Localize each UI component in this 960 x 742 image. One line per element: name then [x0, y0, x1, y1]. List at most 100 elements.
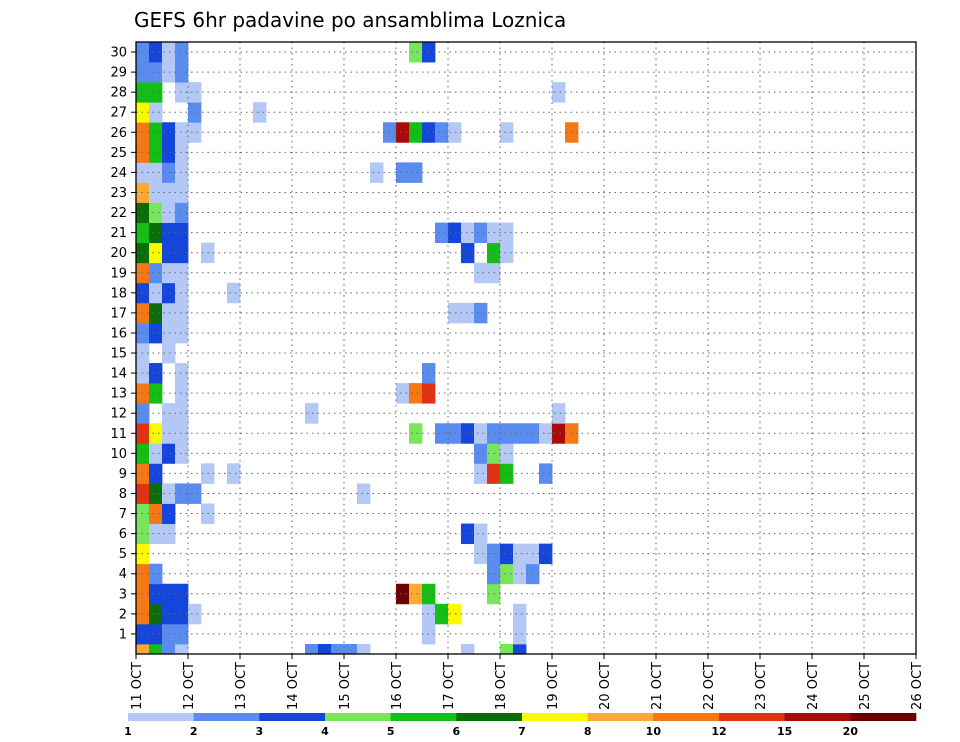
x-tick-label: 23 OCT	[754, 662, 769, 710]
heatmap-cell	[227, 282, 241, 304]
heatmap-cell	[149, 463, 163, 484]
heatmap-cell	[175, 443, 189, 464]
y-tick-label: 19	[110, 266, 127, 281]
heatmap-cell	[357, 643, 371, 655]
heatmap-cell	[175, 423, 189, 444]
heatmap-cell	[500, 643, 514, 655]
y-tick-label: 16	[110, 326, 127, 341]
heatmap-cell	[162, 342, 176, 364]
heatmap-cell	[175, 262, 189, 284]
heatmap-cell	[175, 302, 189, 324]
heatmap-cell	[175, 603, 189, 625]
heatmap-cell	[149, 82, 163, 103]
heatmap-cell	[175, 242, 189, 264]
heatmap-cell	[162, 42, 176, 63]
heatmap-cell	[461, 523, 475, 545]
y-tick-label: 13	[110, 387, 127, 402]
heatmap-cell	[253, 102, 267, 123]
heatmap-cell	[149, 122, 163, 143]
heatmap-cell	[162, 242, 176, 264]
colorbar-swatch	[850, 713, 917, 721]
y-tick-label: 8	[119, 487, 127, 502]
y-tick-label: 9	[119, 467, 127, 482]
heatmap-cell	[149, 62, 163, 83]
heatmap-cell	[344, 643, 358, 655]
x-tick-label: 21 OCT	[650, 662, 665, 710]
heatmap-cell	[149, 363, 163, 384]
x-tick-label: 24 OCT	[806, 662, 821, 710]
heatmap-cell	[175, 82, 189, 103]
heatmap-cell	[500, 222, 514, 244]
heatmap-cell	[500, 463, 514, 484]
heatmap-cell	[149, 603, 163, 625]
heatmap-cell	[396, 383, 410, 404]
y-tick-label: 11	[110, 427, 127, 442]
heatmap-cell	[162, 623, 176, 645]
heatmap-cell	[175, 583, 189, 605]
heatmap-cell	[175, 383, 189, 404]
heatmap-cell	[188, 122, 202, 143]
x-tick-label: 14 OCT	[286, 662, 301, 710]
heatmap-cell	[162, 643, 176, 655]
heatmap-cell	[149, 142, 163, 163]
colorbar-swatch	[193, 713, 260, 721]
heatmap-cell	[136, 643, 150, 655]
y-tick-label: 24	[110, 166, 127, 181]
y-tick-label: 23	[110, 186, 127, 201]
heatmap-cell	[435, 423, 449, 444]
y-tick-label: 25	[110, 146, 127, 161]
heatmap-cell	[448, 302, 462, 324]
y-tick-label: 29	[110, 66, 127, 81]
heatmap-cell	[500, 443, 514, 464]
heatmap-cell	[149, 162, 163, 183]
heatmap-cell	[149, 322, 163, 344]
heatmap-cell	[175, 623, 189, 645]
heatmap-cell	[474, 262, 488, 284]
heatmap-cell	[500, 242, 514, 264]
x-tick-label: 22 OCT	[702, 662, 717, 710]
heatmap-cell	[162, 222, 176, 244]
heatmap-cell	[149, 423, 163, 444]
heatmap-cell	[175, 222, 189, 244]
colorbar-label: 12	[711, 725, 726, 738]
plot-frame	[135, 41, 917, 655]
x-tick-label: 26 OCT	[910, 662, 925, 710]
colorbar-swatch	[390, 713, 457, 721]
heatmap-cell	[162, 322, 176, 344]
heatmap-cell	[162, 262, 176, 284]
y-axis: 1234567891011121314151617181920212223242…	[110, 46, 136, 642]
y-tick-label: 14	[110, 367, 127, 382]
heatmap-cell	[149, 583, 163, 605]
heatmap-cell	[513, 603, 527, 625]
y-tick-label: 26	[110, 126, 127, 141]
heatmap-cell	[149, 262, 163, 284]
y-tick-label: 5	[119, 547, 127, 562]
heatmap-cell	[435, 122, 449, 143]
colorbar-label: 2	[190, 725, 198, 738]
heatmap-cell	[149, 383, 163, 404]
heatmap-cell	[188, 483, 202, 504]
y-tick-label: 17	[110, 306, 127, 321]
heatmap-cell	[188, 82, 202, 103]
heatmap-cell	[552, 403, 566, 424]
colorbar-swatch	[653, 713, 720, 721]
heatmap-cell	[149, 523, 163, 545]
heatmap-cell	[149, 643, 163, 655]
x-tick-label: 25 OCT	[858, 662, 873, 710]
heatmap-cell	[162, 503, 176, 524]
heatmap-cell	[474, 222, 488, 244]
heatmap-cell	[175, 42, 189, 63]
heatmap-cell	[396, 583, 410, 605]
heatmap-cell	[175, 162, 189, 183]
colorbar-label: 8	[584, 725, 592, 738]
heatmap-cell	[149, 102, 163, 123]
heatmap-cell	[175, 483, 189, 504]
heatmap-cell	[175, 363, 189, 384]
x-tick-label: 13 OCT	[234, 662, 249, 710]
colorbar-swatch	[128, 713, 194, 721]
heatmap-cell	[448, 222, 462, 244]
colorbar-label: 6	[453, 725, 461, 738]
heatmap-cell	[149, 623, 163, 645]
heatmap-cell	[175, 62, 189, 83]
